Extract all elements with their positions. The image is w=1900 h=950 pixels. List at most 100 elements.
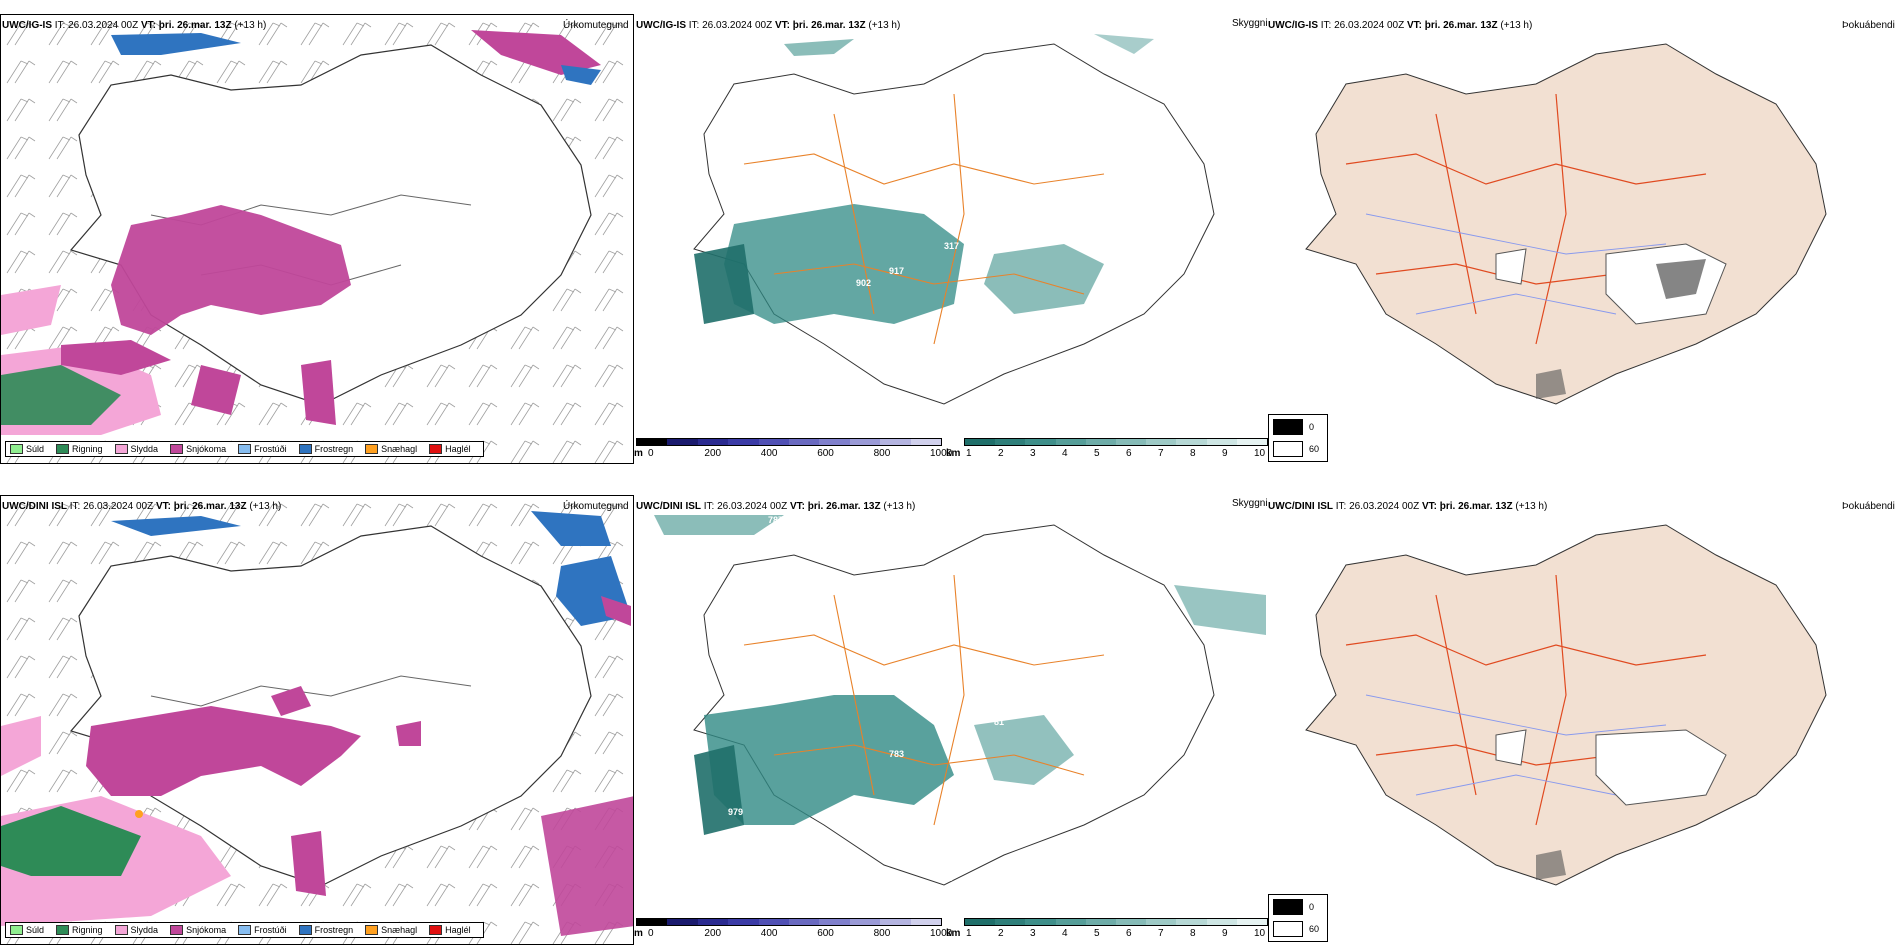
scale-color-step <box>1116 439 1147 445</box>
fog-panel-bottom <box>1266 495 1900 945</box>
scale-color-step <box>1236 439 1268 445</box>
scale-tick-label: 600 <box>817 448 834 459</box>
precip-title-top: Úrkomutegund <box>563 20 629 31</box>
fog-map-top <box>1305 43 1827 405</box>
fog-panel-top <box>1266 14 1900 464</box>
scale-tick-label: 5 <box>1094 448 1100 459</box>
scale-color-step <box>880 439 911 445</box>
cloud-label: 335 <box>936 388 951 398</box>
scale-color-step <box>995 439 1026 445</box>
legend-item: Haglél <box>429 925 471 935</box>
legend-item: Slydda <box>114 444 158 454</box>
visibility-panel-bottom: 787 783 81 979 402 353 <box>634 495 1266 945</box>
scale-tick-label: 2 <box>998 928 1004 939</box>
visibility-map-bottom: 787 783 81 979 402 353 <box>654 515 1266 886</box>
legend-label: Súld <box>26 444 45 454</box>
scale-color-step <box>995 919 1026 925</box>
scale-color-step <box>728 919 759 925</box>
row-header-bottom-mid: UWC/DINI ISL IT: 26.03.2024 00Z VT: þri.… <box>636 501 916 512</box>
legend-label: Snæhagl <box>381 925 418 935</box>
fog-title-top: Þokuábendi <box>1842 20 1895 31</box>
scale-color-step <box>1146 919 1177 925</box>
scale-color-step <box>1176 919 1207 925</box>
fog-title-bottom: Þokuábendi <box>1842 501 1895 512</box>
scale-tick-label: 1 <box>966 928 972 939</box>
legend-label: Frostúði <box>254 925 287 935</box>
scale-color-step <box>697 919 729 925</box>
scale-tick-label: 0 <box>648 448 654 459</box>
fog-key-swatch <box>1273 441 1303 457</box>
row-header-bottom: UWC/DINI ISL IT: 26.03.2024 00Z VT: þri.… <box>2 501 282 512</box>
legend-swatch <box>114 925 128 935</box>
scale-color-step <box>1116 919 1147 925</box>
scale-tick-label: 800 <box>873 448 891 459</box>
scale-tick-label: 6 <box>1126 448 1132 459</box>
legend-swatch <box>56 925 70 935</box>
cloud-label: 81 <box>994 717 1004 727</box>
scale-color-step <box>637 919 668 925</box>
iceland-outline <box>69 44 592 406</box>
scale-color-step <box>1085 919 1117 925</box>
scale-color-step <box>789 919 820 925</box>
scale-color-step <box>758 919 790 925</box>
legend-label: Frostregn <box>314 925 354 935</box>
scale-color-step <box>1055 439 1086 445</box>
visibility-title-bottom: Skyggni <box>1232 498 1268 509</box>
legend-label: Haglél <box>445 444 471 454</box>
scale-color-step <box>667 919 698 925</box>
scale-color-step <box>910 919 942 925</box>
legend-item: Frostúði <box>238 444 287 454</box>
legend-item: Snjókoma <box>170 925 226 935</box>
scale-tick-label: 5 <box>1094 928 1100 939</box>
scale-tick-label: 7 <box>1158 448 1164 459</box>
legend-item: Rigning <box>56 444 103 454</box>
scale-color-step <box>1055 919 1086 925</box>
legend-label: Haglél <box>445 925 471 935</box>
scale-color-step <box>758 439 790 445</box>
scale-color-step <box>1146 439 1177 445</box>
row-header-top-right: UWC/IG-IS IT: 26.03.2024 00Z VT: þri. 26… <box>1268 20 1533 31</box>
legend-swatch <box>10 925 23 935</box>
cloud-label: 353 <box>938 873 953 883</box>
legend-item: Frostúði <box>238 925 287 935</box>
scale-tick-label: 3 <box>1030 448 1036 459</box>
fog-map-bottom <box>1305 524 1827 886</box>
fog-key-swatch <box>1273 419 1303 435</box>
cloud-base-scale-bottom: m 0 200 400 600 800 1000 <box>634 918 952 942</box>
cloud-label: 787 <box>768 515 783 525</box>
legend-label: Snæhagl <box>381 444 418 454</box>
legend-item: Frostregn <box>298 925 354 935</box>
scale-color-step <box>1176 439 1207 445</box>
legend-item: Frostregn <box>298 444 354 454</box>
visibility-scale-bottom: km 1 2 3 4 5 6 7 8 9 10 <box>946 918 1268 942</box>
cloud-label: 1050 <box>722 348 742 358</box>
precip-map-bottom <box>1 496 633 944</box>
legend-swatch <box>114 444 128 454</box>
cloud-label: 432 <box>979 234 994 244</box>
scale-tick-label: 400 <box>760 928 778 939</box>
scale-tick-label: 4 <box>1062 928 1068 939</box>
legend-label: Frostregn <box>314 444 354 454</box>
cloud-label: 768 <box>740 356 755 366</box>
scale-tick-label: 10 <box>1254 928 1266 939</box>
legend-swatch <box>170 925 184 935</box>
precip-type-panel-top: Súld Rigning Slydda Snjókoma Frostúði Frostre… <box>0 14 634 464</box>
legend-swatch <box>429 925 443 935</box>
legend-label: Slydda <box>130 925 159 935</box>
fog-key-top: 0 60 <box>1268 414 1328 462</box>
scale-tick-label: 7 <box>1158 928 1164 939</box>
fog-key-bottom: 0 60 <box>1268 894 1328 942</box>
scale-tick-label: 2 <box>998 448 1004 459</box>
cloud-label: 979 <box>728 807 743 817</box>
visibility-map-top: 317 432 917 902 1050 768 335 <box>693 34 1215 405</box>
scale-tick-label: 9 <box>1222 928 1228 939</box>
scale-color-step <box>1085 439 1117 445</box>
scale-tick-label: 4 <box>1062 448 1068 459</box>
fog-key-swatch <box>1273 921 1303 937</box>
legend-item: Snæhagl <box>365 444 417 454</box>
legend-label: Rigning <box>72 925 103 935</box>
row-header-top: UWC/IG-IS IT: 26.03.2024 00Z VT: þri. 26… <box>2 20 267 31</box>
legend-swatch <box>365 444 379 454</box>
legend-item: Súld <box>10 925 44 935</box>
scale-tick-label: 6 <box>1126 928 1132 939</box>
